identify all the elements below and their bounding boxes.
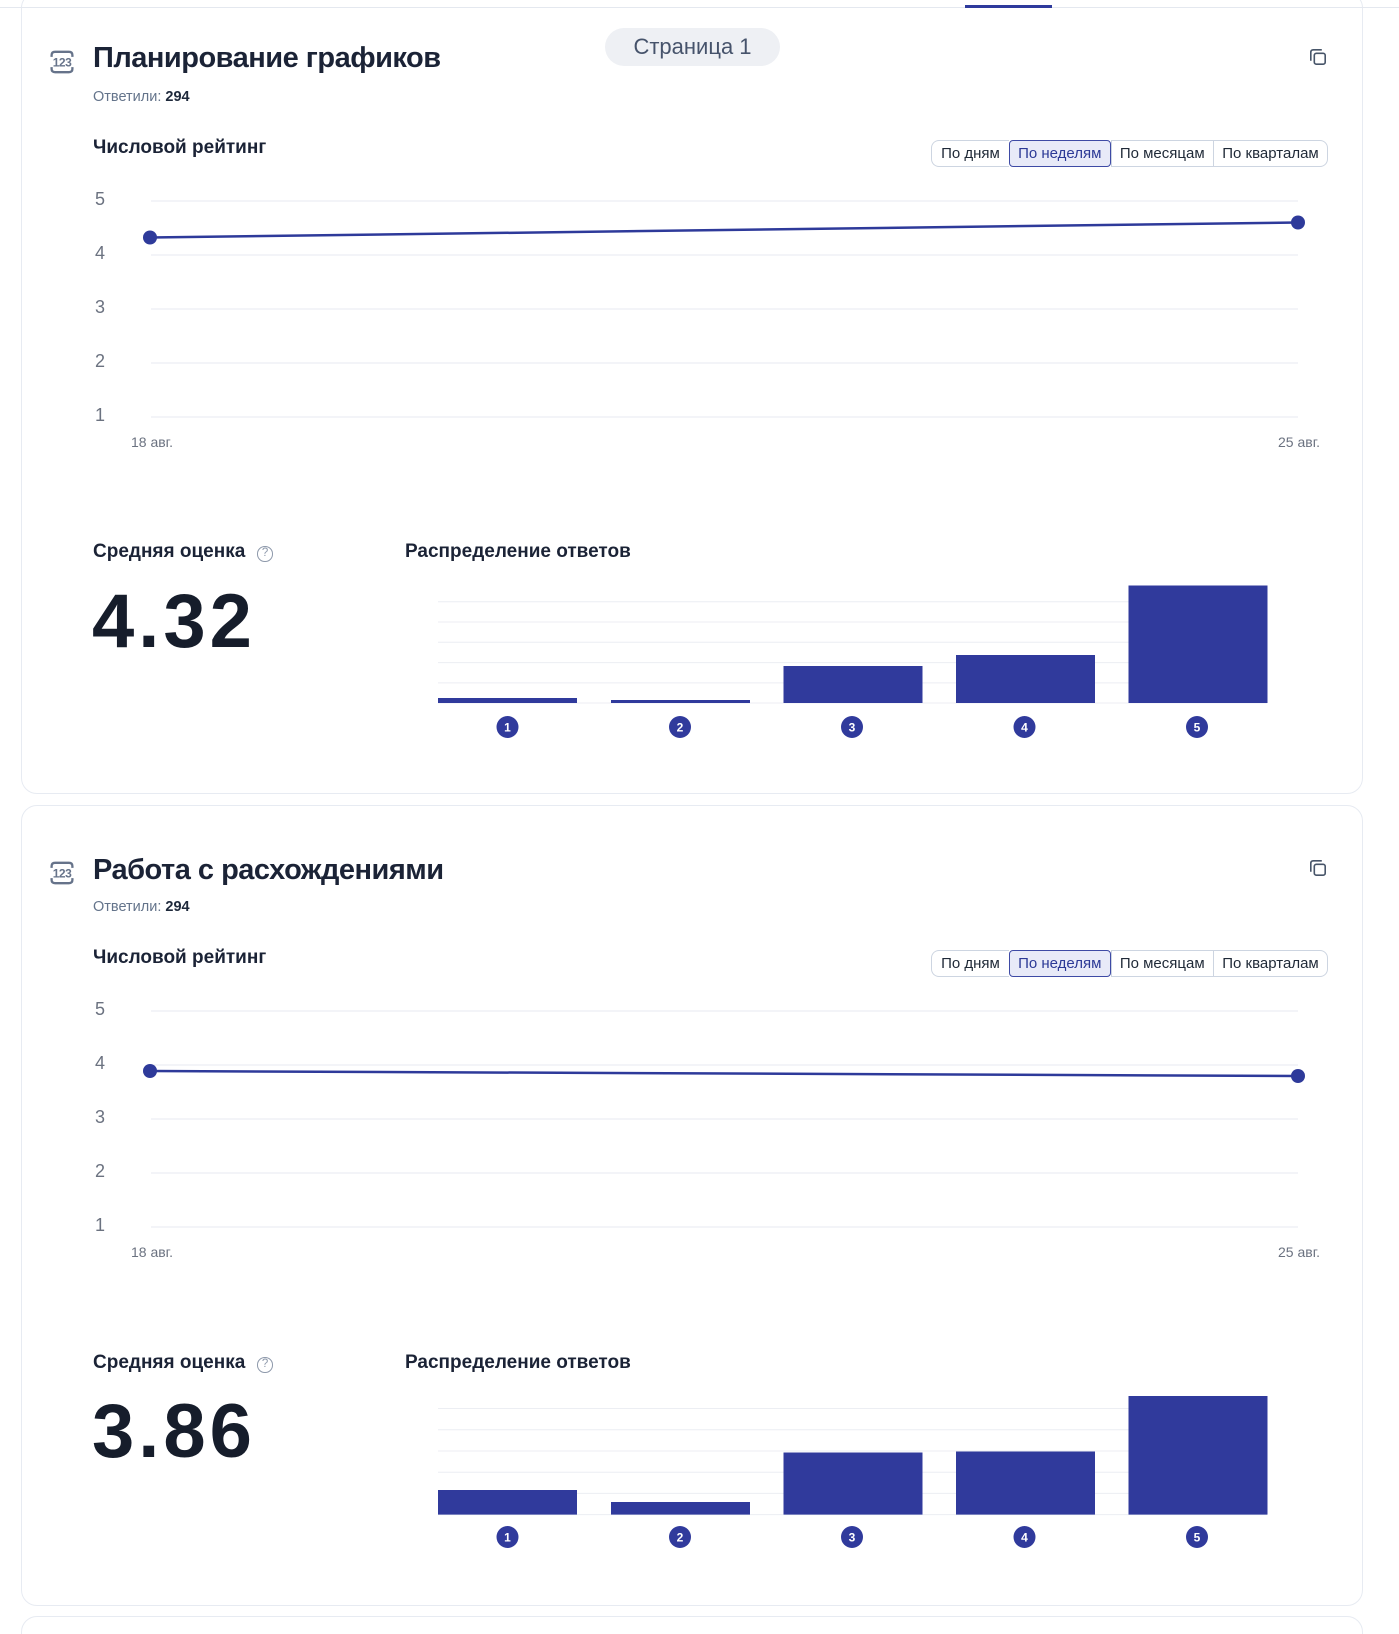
svg-text:123: 123 <box>53 56 72 70</box>
svg-text:2: 2 <box>95 351 105 371</box>
svg-text:5: 5 <box>95 999 105 1019</box>
svg-text:2: 2 <box>677 1531 684 1545</box>
svg-text:18 авг.: 18 авг. <box>131 1244 173 1260</box>
svg-text:4: 4 <box>95 243 105 263</box>
svg-text:3: 3 <box>95 297 105 317</box>
svg-text:123: 123 <box>53 867 72 881</box>
svg-text:3: 3 <box>849 1531 856 1545</box>
svg-text:1: 1 <box>95 1215 105 1235</box>
svg-text:3: 3 <box>95 1107 105 1127</box>
svg-text:5: 5 <box>1194 1531 1201 1545</box>
svg-text:3: 3 <box>849 721 856 735</box>
svg-text:25 авг.: 25 авг. <box>1278 434 1320 450</box>
svg-text:5: 5 <box>95 189 105 209</box>
svg-text:2: 2 <box>677 721 684 735</box>
svg-text:4: 4 <box>1021 721 1028 735</box>
svg-text:4: 4 <box>95 1053 105 1073</box>
svg-text:18 авг.: 18 авг. <box>131 434 173 450</box>
svg-text:25 авг.: 25 авг. <box>1278 1244 1320 1260</box>
svg-text:1: 1 <box>504 721 511 735</box>
svg-text:1: 1 <box>95 405 105 425</box>
svg-text:4: 4 <box>1021 1531 1028 1545</box>
svg-text:2: 2 <box>95 1161 105 1181</box>
svg-text:5: 5 <box>1194 721 1201 735</box>
svg-text:1: 1 <box>504 1531 511 1545</box>
